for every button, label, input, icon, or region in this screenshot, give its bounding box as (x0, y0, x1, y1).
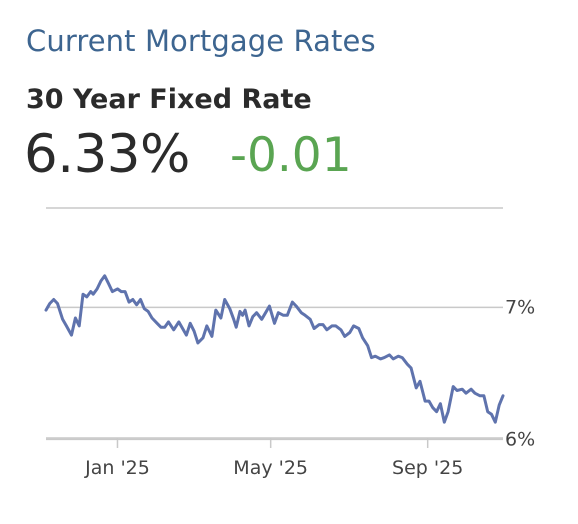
x-tick-label: Sep '25 (392, 457, 463, 479)
y-tick-label: 7% (505, 296, 535, 318)
x-tick-label: May '25 (233, 457, 308, 479)
rate-change-value: -0.01 (230, 128, 352, 183)
rate-product-title: 30 Year Fixed Rate (26, 84, 312, 115)
rate-series-line (44, 274, 505, 424)
widget-headline[interactable]: Current Mortgage Rates (26, 24, 376, 58)
y-tick-label: 6% (505, 428, 535, 450)
current-rate-value: 6.33% (24, 124, 190, 185)
x-tick-label: Jan '25 (84, 457, 150, 479)
chart-gridlines (46, 306, 503, 441)
chart-series (44, 274, 505, 424)
chart-tick-labels: 7% 6% Jan '25 May '25 Sep '25 (84, 296, 535, 479)
chart-x-ticks (116, 438, 429, 448)
